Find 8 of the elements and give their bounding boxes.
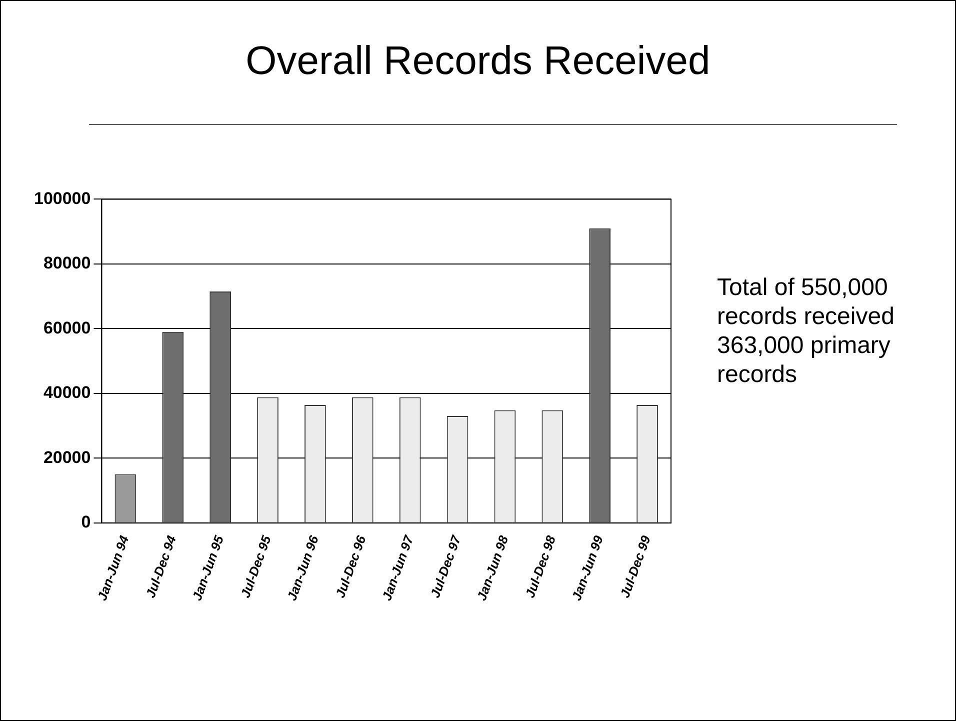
y-tick-label: 0 — [81, 512, 91, 532]
y-tick-label: 100000 — [34, 188, 91, 208]
y-tick-label: 80000 — [43, 254, 91, 273]
y-tick-label: 20000 — [43, 448, 91, 467]
chart-title: Overall Records Received — [244, 39, 712, 84]
text: Total of 550,000 records received 363,000 primary records — [717, 273, 896, 389]
y-tick-label: 60000 — [43, 318, 91, 338]
y-tick-label: 40000 — [43, 383, 91, 402]
